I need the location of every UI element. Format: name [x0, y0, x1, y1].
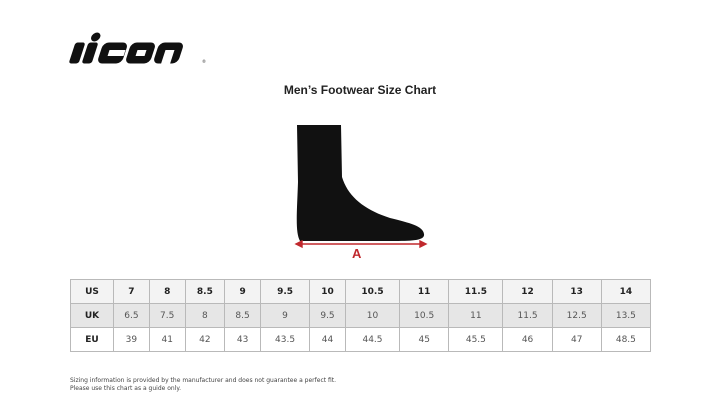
size-cell: 48.5 [600, 327, 652, 352]
size-cell: 11 [399, 279, 450, 304]
table-row: EU 39 41 42 43 43.5 44 44.5 45 45.5 46 47 48.5 [70, 327, 652, 352]
size-cell: 6.5 [113, 303, 150, 328]
row-header: US [70, 279, 114, 304]
size-cell: 43.5 [259, 327, 311, 352]
size-cell: 9.5 [309, 303, 346, 328]
page-title: Men’s Footwear Size Chart [283, 83, 437, 97]
size-cell: 10.5 [344, 279, 401, 304]
size-cell: 7 [113, 279, 150, 304]
icon-logo: ® [69, 32, 206, 64]
size-cell: 7.5 [148, 303, 186, 328]
size-cell: 42 [184, 327, 226, 352]
size-cell: 44.5 [344, 327, 401, 352]
size-cell: 11.5 [502, 303, 553, 328]
table-row: UK 6.5 7.5 8 8.5 9 9.5 10 10.5 11 11.5 12.5 13.5 [70, 303, 652, 328]
size-cell: 45 [399, 327, 450, 352]
size-cell: 9 [259, 303, 311, 328]
size-cell: 11 [448, 303, 504, 328]
size-cell: 44 [309, 327, 346, 352]
svg-text:®: ® [202, 59, 206, 64]
disclaimer: Sizing information is provided by the ma… [70, 377, 336, 393]
size-cell: 46 [502, 327, 553, 352]
dimension-arrow [294, 239, 428, 249]
table-row: US 7 8 8.5 9 9.5 10 10.5 11 11.5 12 13 14 [70, 279, 652, 304]
size-cell: 13 [551, 279, 602, 304]
foot-silhouette-icon [294, 125, 428, 249]
dimension-label: A [352, 246, 362, 261]
size-cell: 8 [148, 279, 186, 304]
size-cell: 47 [551, 327, 602, 352]
size-cell: 41 [148, 327, 186, 352]
size-cell: 11.5 [448, 279, 504, 304]
size-cell: 12 [502, 279, 553, 304]
disclaimer-line: Sizing information is provided by the ma… [70, 377, 337, 384]
row-header: UK [70, 303, 114, 328]
size-cell: 10 [344, 303, 401, 328]
size-cell: 13.5 [600, 303, 652, 328]
size-cell: 39 [113, 327, 150, 352]
size-cell: 10 [309, 279, 346, 304]
size-cell: 8.5 [224, 303, 261, 328]
size-cell: 10.5 [399, 303, 450, 328]
size-cell: 8 [184, 303, 226, 328]
size-cell: 12.5 [551, 303, 602, 328]
size-cell: 8.5 [184, 279, 226, 304]
size-table: US 7 8 8.5 9 9.5 10 10.5 11 11.5 12 13 14 UK 6.5 7.5 8 8.… [70, 279, 652, 352]
disclaimer-line: Please use this chart as a guide only. [70, 385, 181, 392]
size-cell: 9 [224, 279, 261, 304]
size-cell: 45.5 [448, 327, 504, 352]
row-header: EU [70, 327, 114, 352]
size-cell: 14 [600, 279, 652, 304]
size-cell: 9.5 [259, 279, 311, 304]
size-cell: 43 [224, 327, 261, 352]
